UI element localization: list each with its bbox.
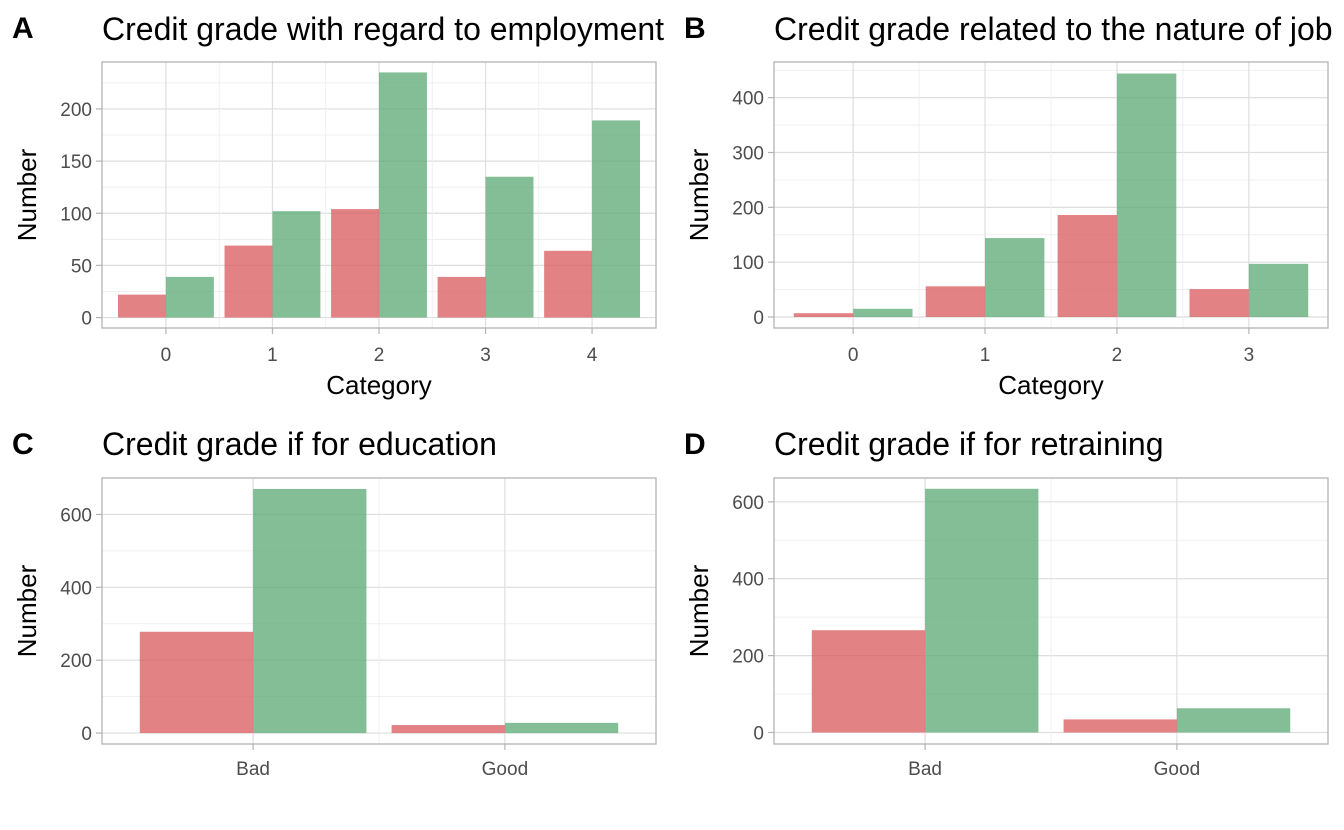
- bar-good-Good: [1176, 708, 1291, 733]
- y-axis-title: Number: [12, 564, 42, 657]
- panel-border: [773, 477, 1329, 745]
- y-tick-label: 0: [753, 308, 764, 329]
- y-tick-label: 200: [732, 198, 764, 219]
- y-tick-label: 200: [732, 647, 764, 668]
- bar-good-3: [1248, 263, 1309, 318]
- panel-b: B Credit grade related to the nature of j…: [684, 11, 1333, 400]
- y-axis-title: Number: [684, 148, 714, 241]
- x-tick-label: 1: [267, 345, 278, 366]
- bar-good-0: [165, 276, 214, 318]
- bar-bad-Good: [1063, 719, 1177, 733]
- x-tick-label: 4: [587, 345, 598, 366]
- y-tick-label: 300: [732, 143, 764, 164]
- y-tick-label: 600: [60, 505, 92, 526]
- y-tick-label: 0: [753, 723, 764, 744]
- panel-border: [773, 61, 1329, 329]
- bar-good-Good: [504, 722, 619, 734]
- x-axis-title: Category: [998, 370, 1104, 400]
- bar-bad-0: [117, 294, 166, 318]
- x-tick-label: Bad: [908, 759, 942, 780]
- bar-bad-2: [1057, 215, 1117, 318]
- bar-good-0: [853, 308, 913, 318]
- y-tick-label: 400: [732, 570, 764, 591]
- bar-bad-1: [925, 286, 986, 318]
- y-tick-label: 200: [60, 651, 92, 672]
- x-tick-label: Good: [482, 759, 528, 780]
- y-axis-title: Number: [12, 148, 42, 241]
- x-tick-label: 2: [1112, 345, 1123, 366]
- bar-good-2: [1116, 73, 1177, 318]
- bar-bad-Bad: [139, 631, 254, 734]
- x-axis-title: Category: [326, 370, 432, 400]
- bar-good-1: [272, 211, 321, 318]
- panel-title: Credit grade with regard to employment: [102, 11, 664, 47]
- y-tick-label: 600: [732, 493, 764, 514]
- x-tick-label: 2: [374, 345, 385, 366]
- bar-good-Bad: [925, 488, 1039, 733]
- bar-bad-0: [793, 313, 854, 318]
- panel-tag: C: [12, 428, 34, 461]
- panel-tag: D: [684, 428, 706, 461]
- y-tick-label: 200: [60, 100, 92, 121]
- panel-tag: B: [684, 12, 706, 45]
- panel-border: [101, 477, 657, 745]
- y-axis-title: Number: [684, 564, 714, 657]
- x-tick-label: 1: [980, 345, 991, 366]
- bar-good-2: [379, 72, 427, 318]
- bar-good-4: [592, 120, 641, 318]
- y-tick-label: 150: [60, 152, 92, 173]
- bar-bad-Good: [391, 725, 505, 734]
- panel-title: Credit grade if for education: [102, 426, 497, 462]
- y-tick-label: 400: [60, 578, 92, 599]
- bar-bad-3: [1189, 289, 1249, 318]
- panel-title: Credit grade if for retraining: [774, 426, 1164, 462]
- x-tick-label: Good: [1154, 759, 1200, 780]
- bar-good-1: [985, 238, 1045, 318]
- bar-good-Bad: [253, 488, 367, 734]
- x-tick-label: Bad: [236, 759, 270, 780]
- panel-a: A Credit grade with regard to employment 0…: [12, 11, 664, 400]
- panel-d: D Credit grade if for retraining 0 200 400 60…: [684, 426, 1329, 780]
- panel-tag: A: [12, 12, 34, 45]
- y-tick-label: 100: [60, 204, 92, 225]
- y-tick-label: 0: [81, 724, 92, 745]
- y-tick-label: 100: [732, 253, 764, 274]
- bar-bad-3: [437, 276, 486, 318]
- bar-bad-Bad: [811, 630, 926, 733]
- x-tick-label: 3: [1244, 345, 1255, 366]
- y-tick-label: 0: [81, 309, 92, 330]
- panel-title: Credit grade related to the nature of jo…: [774, 11, 1333, 47]
- x-tick-label: 0: [848, 345, 859, 366]
- panel-c: C Credit grade if for education 0 200 400 600…: [12, 426, 657, 780]
- x-tick-label: 3: [480, 345, 491, 366]
- bar-good-3: [485, 176, 534, 318]
- bar-bad-4: [544, 250, 593, 318]
- y-tick-label: 400: [732, 89, 764, 110]
- y-tick-label: 50: [71, 256, 92, 277]
- bar-bad-1: [224, 245, 273, 318]
- bar-bad-2: [331, 209, 379, 318]
- x-tick-label: 0: [161, 345, 172, 366]
